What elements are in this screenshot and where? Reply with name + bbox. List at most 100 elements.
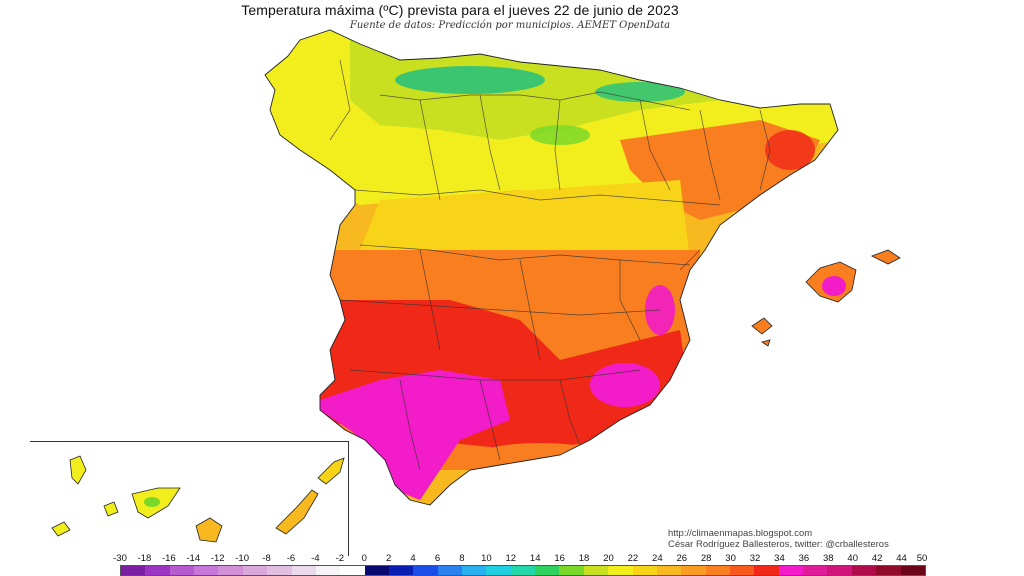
legend-swatch — [656, 566, 682, 575]
legend-tick-label: 34 — [774, 553, 785, 564]
legend-swatch — [315, 566, 341, 575]
legend-tick-label: -16 — [161, 553, 176, 564]
la-palma-island — [69, 455, 87, 485]
legend-swatch — [486, 566, 511, 575]
legend-tick-label: 38 — [823, 553, 834, 564]
cool-zone-cantabria — [395, 66, 545, 94]
legend-swatch — [364, 566, 389, 575]
map-title: Temperatura máxima (ºC) prevista para el… — [241, 2, 679, 18]
balearic-islands — [751, 249, 901, 347]
legend-swatch — [291, 566, 316, 575]
legend-tick-label: 20 — [603, 553, 614, 564]
legend-swatch — [803, 566, 828, 575]
legend-swatch — [827, 566, 852, 575]
gran-canaria-island — [195, 517, 223, 543]
legend-tick-label: 26 — [676, 553, 688, 564]
legend-tick-label: 40 — [847, 553, 859, 564]
legend-swatch — [388, 566, 414, 575]
formentera-island — [761, 339, 771, 347]
legend-swatch — [729, 566, 755, 575]
legend-swatch — [851, 566, 877, 575]
legend-swatch — [413, 566, 438, 575]
ibiza-island — [751, 317, 773, 335]
legend-tick-label: 32 — [749, 553, 761, 564]
legend-labels: -30 -18 -16 -14 -12 -10 -8 -6 -4 -2 0 2 4 6 8 10 12 14 16 1… — [113, 553, 928, 564]
mallorca-peak-zone — [822, 276, 846, 296]
legend-tick-label: 8 — [459, 553, 465, 564]
legend-swatch — [754, 566, 779, 575]
canary-islands-inset-frame — [30, 441, 349, 556]
el-hierro-island — [51, 521, 71, 537]
legend-swatch — [510, 566, 536, 575]
legend-tick-label: -14 — [186, 553, 201, 564]
legend-tick-label: 44 — [896, 553, 907, 564]
legend-tick-label: 14 — [529, 553, 541, 564]
legend-swatch — [218, 566, 243, 575]
legend-swatch — [778, 566, 804, 575]
tenerife-mild-zone — [144, 497, 160, 507]
legend-swatch — [340, 566, 365, 575]
legend-swatch — [145, 566, 170, 575]
catalonia-extreme-zone — [765, 130, 815, 170]
legend-tick-label: 24 — [652, 553, 663, 564]
legend-swatch — [535, 566, 560, 575]
legend-swatch — [559, 566, 584, 575]
fuerteventura-island — [275, 489, 319, 535]
legend-swatch — [876, 566, 901, 575]
legend-tick-label: 6 — [434, 553, 441, 564]
legend-swatch — [900, 566, 925, 575]
cool-zone-iberico — [530, 125, 590, 145]
legend-swatch — [169, 566, 195, 575]
temperature-legend: -30 -18 -16 -14 -12 -10 -8 -6 -4 -2 0 2 4 6 8 10 12 14 16 1… — [113, 553, 928, 576]
legend-swatch — [705, 566, 730, 575]
legend-tick-label: -8 — [262, 553, 271, 564]
legend-tick-label: 30 — [725, 553, 736, 564]
lanzarote-island — [317, 457, 345, 485]
legend-swatch — [121, 566, 146, 575]
legend-swatch — [242, 566, 268, 575]
legend-swatch — [462, 566, 487, 575]
legend-tick-label: 2 — [386, 553, 392, 564]
legend-swatch — [583, 566, 609, 575]
legend-tick-label: 12 — [505, 553, 517, 564]
menorca-island — [871, 249, 901, 265]
legend-tick-label: 4 — [410, 553, 416, 564]
la-gomera-island — [103, 501, 119, 517]
legend-color-bar — [120, 565, 926, 576]
central-warm-zone — [360, 180, 690, 270]
credits-author: César Rodríguez Ballesteros, twitter: @c… — [668, 539, 889, 550]
legend-swatch — [608, 566, 633, 575]
legend-tick-label: 50 — [916, 553, 928, 564]
legend-swatch — [194, 566, 219, 575]
credits-url[interactable]: http://climaenmapas.blogspot.com — [668, 528, 813, 539]
legend-tick-label: -4 — [311, 553, 320, 564]
legend-tick-label: -30 — [113, 553, 127, 564]
legend-swatch — [267, 566, 292, 575]
legend-tick-label: 22 — [627, 553, 639, 564]
legend-swatch — [632, 566, 657, 575]
legend-tick-label: -6 — [286, 553, 296, 564]
legend-tick-label: -2 — [335, 553, 345, 564]
coast-hot-zone — [480, 443, 600, 467]
legend-tick-label: -12 — [210, 553, 225, 564]
legend-swatch — [437, 566, 463, 575]
cool-zone-pyrenees — [595, 82, 685, 102]
credits: http://climaenmapas.blogspot.com César R… — [668, 528, 889, 550]
legend-tick-label: 0 — [361, 553, 367, 564]
mild-zone-galicia — [290, 50, 350, 110]
mainland-outline — [264, 29, 839, 506]
murcia-peak-zone — [590, 363, 660, 407]
province-borders — [329, 59, 771, 471]
legend-tick-label: 36 — [798, 553, 810, 564]
legend-tick-label: -18 — [137, 553, 152, 564]
legend-tick-label: 42 — [871, 553, 883, 564]
guadalquivir-peak-zone — [320, 370, 510, 500]
legend-tick-label: 16 — [554, 553, 565, 564]
legend-tick-label: 18 — [578, 553, 590, 564]
legend-tick-label: 10 — [481, 553, 492, 564]
legend-swatch — [681, 566, 706, 575]
legend-tick-label: -10 — [235, 553, 249, 564]
canary-islands — [51, 455, 345, 543]
map-subtitle: Fuente de datos: Predicción por municipi… — [349, 20, 671, 31]
